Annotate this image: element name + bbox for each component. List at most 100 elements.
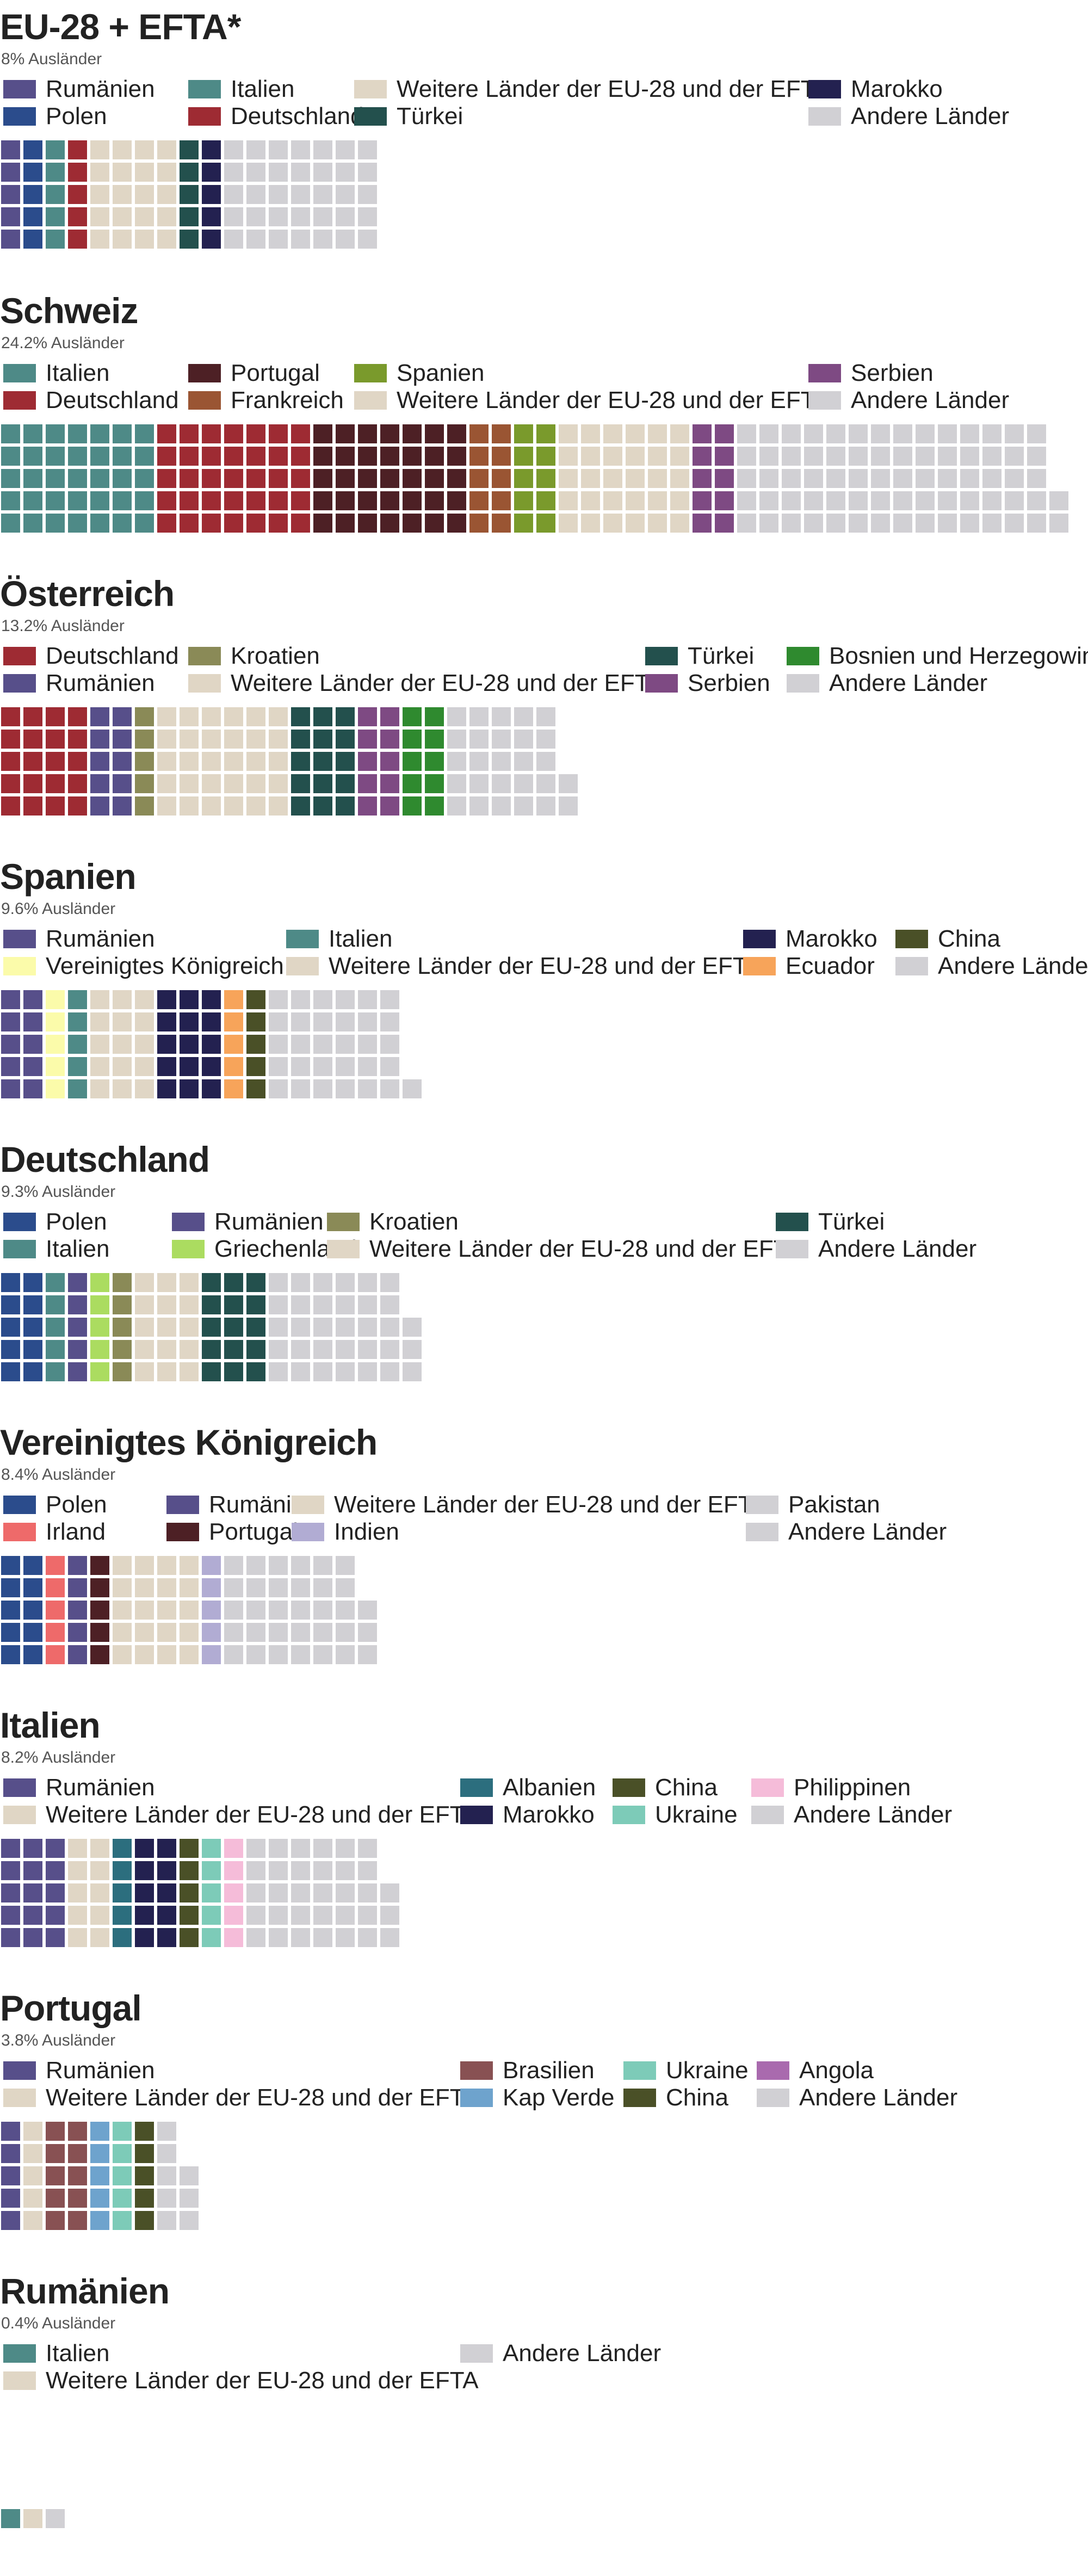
waffle-cell xyxy=(224,1645,243,1664)
waffle-cell xyxy=(1,1079,20,1098)
waffle-cell xyxy=(1,424,20,443)
legend-label: Philippinen xyxy=(794,1774,911,1801)
waffle-cell xyxy=(358,1340,377,1359)
waffle-cell xyxy=(23,2166,42,2185)
waffle-cell xyxy=(826,469,845,488)
legend-swatch xyxy=(292,1496,324,1514)
waffle-cell xyxy=(982,447,1002,466)
waffle-cell xyxy=(157,230,176,249)
legend-label: Irland xyxy=(46,1518,106,1545)
legend-swatch xyxy=(645,647,678,665)
legend-label: Marokko xyxy=(503,1801,595,1828)
waffle-cell xyxy=(180,469,199,488)
waffle-cell xyxy=(90,1601,109,1620)
waffle-cell xyxy=(291,1295,310,1314)
waffle-cell xyxy=(113,514,132,533)
waffle-cell xyxy=(90,140,109,159)
waffle-cell xyxy=(960,491,979,510)
waffle-cell xyxy=(603,514,622,533)
waffle-cell xyxy=(90,2189,109,2208)
waffle-cell xyxy=(180,1861,199,1880)
waffle-cell xyxy=(202,1623,221,1642)
waffle-cell xyxy=(23,1883,42,1902)
waffle-cell xyxy=(982,424,1002,443)
waffle-cell xyxy=(180,796,199,816)
waffle-cell xyxy=(1,707,20,726)
waffle-cell xyxy=(559,447,578,466)
waffle-cell xyxy=(68,1839,87,1858)
legend-label: Angola xyxy=(799,2057,874,2084)
waffle-cell xyxy=(536,774,555,793)
legend-label: Andere Länder xyxy=(818,1236,977,1262)
waffle-cell xyxy=(313,140,332,159)
waffle-cell xyxy=(180,1340,199,1359)
waffle-cell xyxy=(425,730,444,749)
waffle-cell xyxy=(246,424,265,443)
waffle-cell xyxy=(536,707,555,726)
waffle-cell xyxy=(135,2122,154,2141)
waffle-cell xyxy=(135,1012,154,1031)
waffle-cell xyxy=(90,424,109,443)
waffle-cell xyxy=(893,447,912,466)
waffle-cell xyxy=(336,163,355,182)
waffle-cell xyxy=(336,730,355,749)
waffle-cell xyxy=(1,1578,20,1597)
waffle-cell xyxy=(46,140,65,159)
waffle-cell xyxy=(559,796,578,816)
waffle-cell xyxy=(670,424,689,443)
waffle-cell xyxy=(246,1556,265,1575)
waffle-cell xyxy=(68,2166,87,2185)
waffle-cell xyxy=(246,1340,265,1359)
waffle-cell xyxy=(90,514,109,533)
legend-label: Andere Länder xyxy=(829,670,988,696)
waffle-cell xyxy=(581,491,600,510)
waffle-cell xyxy=(336,1623,355,1642)
waffle-cell xyxy=(469,796,489,816)
waffle-cell xyxy=(358,140,377,159)
waffle-cell xyxy=(336,1012,355,1031)
waffle-cell xyxy=(1,230,20,249)
legend-label: China xyxy=(938,925,1000,952)
waffle-cell xyxy=(224,796,243,816)
waffle-cell xyxy=(403,707,422,726)
waffle-cell xyxy=(135,447,154,466)
legend-swatch xyxy=(286,930,319,948)
waffle-cell xyxy=(90,1295,109,1314)
waffle-cell xyxy=(358,1861,377,1880)
waffle-cell xyxy=(1,1362,20,1381)
waffle-cell xyxy=(90,774,109,793)
waffle-cell xyxy=(336,1861,355,1880)
waffle-cell xyxy=(180,1645,199,1664)
waffle-cell xyxy=(1,1295,20,1314)
legend-label: Albanien xyxy=(503,1774,596,1801)
waffle-cell xyxy=(157,1318,176,1337)
waffle-cell xyxy=(559,424,578,443)
legend-label: Andere Länder xyxy=(851,387,1010,413)
waffle-cell xyxy=(157,207,176,226)
waffle-cell xyxy=(202,140,221,159)
waffle-cell xyxy=(46,185,65,204)
waffle-cell xyxy=(202,1273,221,1292)
chart-section: Italien 8.2% Ausländer Rumänien Weitere Län… xyxy=(0,1704,1088,1976)
waffle-cell xyxy=(960,447,979,466)
waffle-cell xyxy=(313,1057,332,1076)
waffle-cell xyxy=(113,730,132,749)
waffle-cell xyxy=(514,707,533,726)
waffle-cell xyxy=(1049,514,1068,533)
waffle-cell xyxy=(469,730,489,749)
waffle-cell xyxy=(246,1057,265,1076)
waffle-cell xyxy=(46,1295,65,1314)
waffle-cell xyxy=(291,1362,310,1381)
chart-title: Schweiz xyxy=(0,291,138,331)
waffle-cell xyxy=(180,1035,199,1054)
waffle-cell xyxy=(626,424,645,443)
waffle-cell xyxy=(46,1556,65,1575)
legend-swatch xyxy=(354,107,387,126)
waffle-cell xyxy=(23,1012,42,1031)
waffle-cell xyxy=(113,207,132,226)
waffle-cell xyxy=(313,1623,332,1642)
legend-swatch xyxy=(3,930,36,948)
waffle-cell xyxy=(269,207,288,226)
waffle-cell xyxy=(202,1035,221,1054)
waffle-cell xyxy=(135,514,154,533)
